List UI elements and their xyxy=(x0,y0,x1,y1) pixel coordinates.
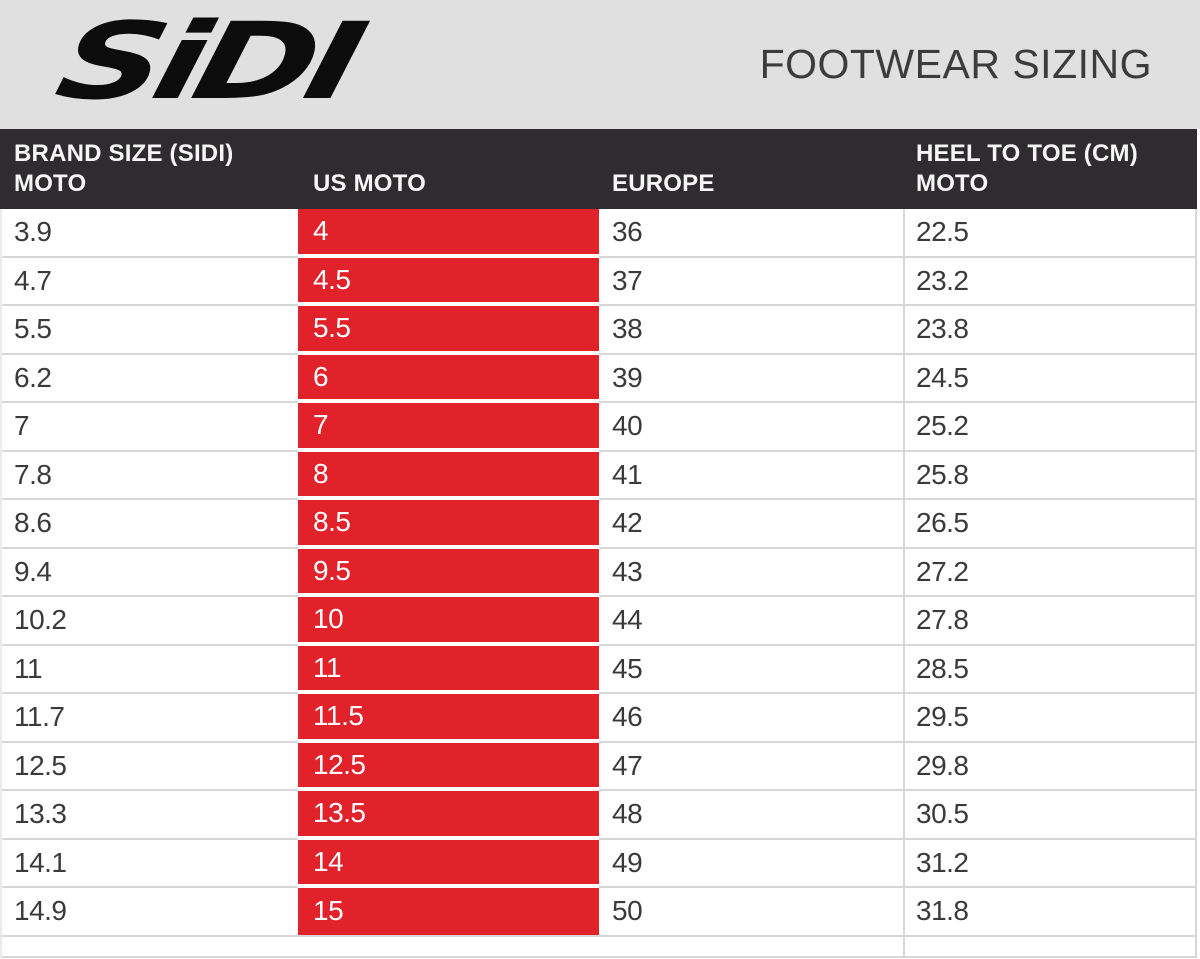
table-body: 3.9 4 36 22.5 4.7 4.5 37 23.2 5.5 5.5 38… xyxy=(0,209,1197,937)
cell-europe: 43 xyxy=(599,549,903,597)
table-row: 5.5 5.5 38 23.8 xyxy=(0,306,1197,355)
cell-heel-to-toe: 31.2 xyxy=(903,839,1195,888)
cell-europe: 41 xyxy=(599,452,903,500)
table-row: 11 11 45 28.5 xyxy=(0,645,1197,694)
cell-brand-size: 10.2 xyxy=(2,597,298,646)
table-row: 3.9 4 36 22.5 xyxy=(0,209,1197,258)
empty-footer-row xyxy=(0,936,1197,958)
th-heel-to-toe-line2: MOTO xyxy=(916,170,989,197)
cell-brand-size: 6.2 xyxy=(2,355,298,403)
cell-brand-size: 7.8 xyxy=(2,452,298,500)
cell-europe: 47 xyxy=(599,743,903,791)
sizing-table: BRAND SIZE (SIDI) MOTO US MOTO EUROPE HE… xyxy=(0,129,1197,958)
th-europe-label: EUROPE xyxy=(612,170,715,197)
table-row: 6.2 6 39 24.5 xyxy=(0,354,1197,403)
cell-us-moto: 10 xyxy=(298,597,599,646)
cell-brand-size: 12.5 xyxy=(2,743,298,791)
table-row: 9.4 9.5 43 27.2 xyxy=(0,548,1197,597)
cell-us-moto: 12.5 xyxy=(298,742,599,791)
cell-us-moto: 15 xyxy=(298,888,599,937)
table-row: 13.3 13.5 48 30.5 xyxy=(0,791,1197,840)
cell-europe: 39 xyxy=(599,355,903,403)
cell-heel-to-toe: 25.8 xyxy=(903,451,1195,500)
table-row: 14.9 15 50 31.8 xyxy=(0,888,1197,937)
cell-heel-to-toe: 27.8 xyxy=(903,597,1195,646)
cell-brand-size: 7 xyxy=(2,403,298,452)
cell-europe: 46 xyxy=(599,694,903,743)
cell-brand-size: 11.7 xyxy=(2,694,298,743)
th-heel-to-toe-line1: HEEL TO TOE (CM) xyxy=(916,140,1138,167)
empty-cell xyxy=(599,937,903,958)
cell-brand-size: 14.1 xyxy=(2,840,298,888)
cell-europe: 45 xyxy=(599,646,903,694)
top-band: SiDI FOOTWEAR SIZING xyxy=(0,0,1200,129)
cell-us-moto: 8 xyxy=(298,451,599,500)
th-brand-size-line1: BRAND SIZE (SIDI) xyxy=(14,140,234,167)
cell-brand-size: 4.7 xyxy=(2,258,298,306)
empty-cell xyxy=(903,936,1195,958)
th-heel-to-toe: HEEL TO TOE (CM) MOTO xyxy=(903,129,1197,209)
cell-europe: 38 xyxy=(599,306,903,355)
cell-brand-size: 11 xyxy=(2,646,298,694)
cell-heel-to-toe: 26.5 xyxy=(903,500,1195,549)
table-row: 11.7 11.5 46 29.5 xyxy=(0,694,1197,743)
cell-heel-to-toe: 29.8 xyxy=(903,742,1195,791)
cell-brand-size: 14.9 xyxy=(2,888,298,937)
cell-heel-to-toe: 24.5 xyxy=(903,354,1195,403)
cell-europe: 40 xyxy=(599,403,903,452)
table-row: 7.8 8 41 25.8 xyxy=(0,451,1197,500)
table-row: 8.6 8.5 42 26.5 xyxy=(0,500,1197,549)
table-row: 4.7 4.5 37 23.2 xyxy=(0,257,1197,306)
cell-brand-size: 5.5 xyxy=(2,306,298,355)
table-header-row: BRAND SIZE (SIDI) MOTO US MOTO EUROPE HE… xyxy=(0,129,1197,209)
cell-us-moto: 13.5 xyxy=(298,791,599,840)
empty-cell xyxy=(298,937,599,958)
cell-europe: 49 xyxy=(599,840,903,888)
cell-us-moto: 5.5 xyxy=(298,306,599,355)
table-row: 12.5 12.5 47 29.8 xyxy=(0,742,1197,791)
th-europe: EUROPE xyxy=(599,129,903,209)
cell-heel-to-toe: 23.2 xyxy=(903,257,1195,306)
sidi-logo: SiDI xyxy=(46,0,369,123)
cell-europe: 37 xyxy=(599,258,903,306)
cell-europe: 50 xyxy=(599,888,903,937)
cell-heel-to-toe: 27.2 xyxy=(903,548,1195,597)
cell-brand-size: 13.3 xyxy=(2,791,298,840)
page-title: FOOTWEAR SIZING xyxy=(759,41,1152,87)
cell-us-moto: 9.5 xyxy=(298,548,599,597)
cell-us-moto: 7 xyxy=(298,403,599,452)
cell-us-moto: 4 xyxy=(298,209,599,258)
cell-heel-to-toe: 22.5 xyxy=(903,209,1195,258)
cell-heel-to-toe: 28.5 xyxy=(903,645,1195,694)
cell-heel-to-toe: 29.5 xyxy=(903,694,1195,743)
cell-us-moto: 11 xyxy=(298,645,599,694)
cell-brand-size: 3.9 xyxy=(2,209,298,258)
cell-us-moto: 8.5 xyxy=(298,500,599,549)
empty-cell xyxy=(2,937,298,958)
cell-heel-to-toe: 31.8 xyxy=(903,888,1195,937)
sidi-logo-text: SiDI xyxy=(45,0,369,123)
cell-heel-to-toe: 23.8 xyxy=(903,306,1195,355)
cell-europe: 42 xyxy=(599,500,903,549)
cell-us-moto: 6 xyxy=(298,354,599,403)
cell-brand-size: 8.6 xyxy=(2,500,298,549)
cell-heel-to-toe: 25.2 xyxy=(903,403,1195,452)
cell-us-moto: 11.5 xyxy=(298,694,599,743)
table-row: 14.1 14 49 31.2 xyxy=(0,839,1197,888)
cell-brand-size: 9.4 xyxy=(2,549,298,597)
cell-us-moto: 14 xyxy=(298,839,599,888)
th-us-moto: US MOTO xyxy=(298,129,599,209)
cell-europe: 44 xyxy=(599,597,903,646)
cell-europe: 36 xyxy=(599,209,903,258)
cell-heel-to-toe: 30.5 xyxy=(903,791,1195,840)
table-row: 10.2 10 44 27.8 xyxy=(0,597,1197,646)
th-brand-size-line2: MOTO xyxy=(14,170,87,197)
cell-us-moto: 4.5 xyxy=(298,257,599,306)
cell-europe: 48 xyxy=(599,791,903,840)
table-row: 7 7 40 25.2 xyxy=(0,403,1197,452)
th-us-moto-label: US MOTO xyxy=(313,170,426,197)
th-brand-size: BRAND SIZE (SIDI) MOTO xyxy=(0,129,298,209)
